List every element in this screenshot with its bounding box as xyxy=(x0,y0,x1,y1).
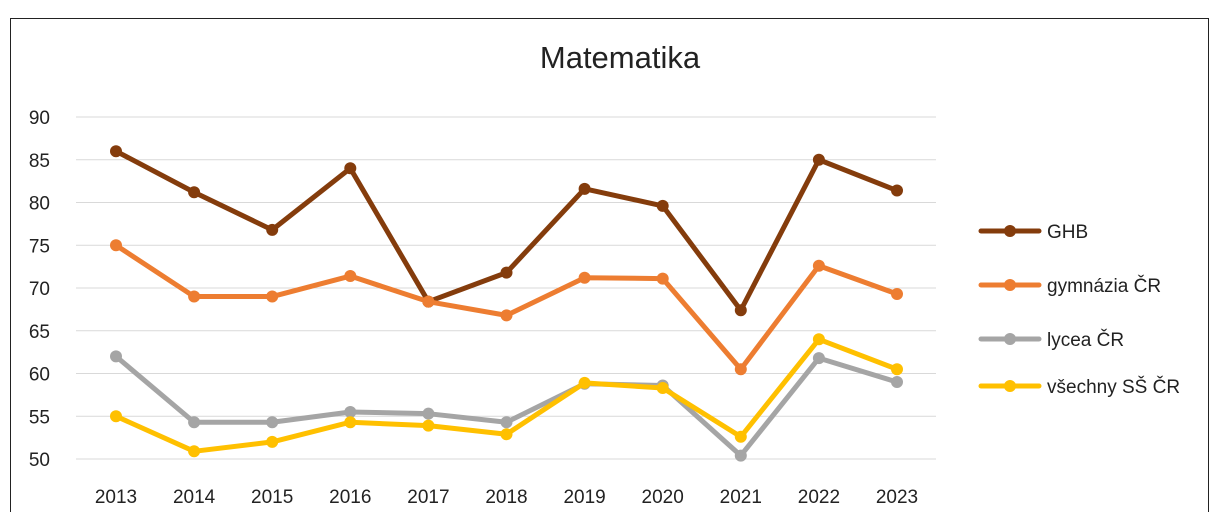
data-point xyxy=(188,290,201,303)
legend-item-0: GHB xyxy=(978,222,1088,243)
data-point xyxy=(422,407,435,420)
legend-swatch-marker xyxy=(1004,380,1016,392)
legend-item-3: všechny SŠ ČR xyxy=(978,376,1180,398)
data-point xyxy=(344,405,357,418)
legend-label: GHB xyxy=(1047,222,1088,243)
x-tick-label: 2015 xyxy=(251,487,293,508)
data-point xyxy=(812,333,825,346)
y-tick-label: 50 xyxy=(29,450,50,471)
data-point xyxy=(266,290,279,303)
data-point xyxy=(578,376,591,389)
x-tick-label: 2018 xyxy=(485,487,527,508)
data-point xyxy=(891,184,903,197)
data-point xyxy=(578,271,591,284)
x-tick-label: 2013 xyxy=(95,487,137,508)
x-tick-label: 2020 xyxy=(642,487,684,508)
data-point xyxy=(734,304,747,317)
data-point xyxy=(266,435,279,448)
data-point xyxy=(500,428,513,441)
data-point xyxy=(500,266,513,279)
y-tick-label: 75 xyxy=(29,236,50,257)
series-3 xyxy=(110,333,903,458)
y-tick-label: 80 xyxy=(29,194,50,215)
data-point xyxy=(344,270,357,283)
series-layer xyxy=(110,145,903,462)
y-tick-label: 55 xyxy=(29,407,50,428)
data-point xyxy=(188,416,201,429)
x-tick-label: 2017 xyxy=(407,487,449,508)
y-tick-label: 70 xyxy=(29,279,50,300)
legend-swatch-marker xyxy=(1004,333,1016,345)
x-tick-label: 2022 xyxy=(798,487,840,508)
series-line xyxy=(113,353,900,459)
data-point xyxy=(422,295,435,308)
data-point xyxy=(422,419,435,432)
data-point xyxy=(812,259,825,272)
series-line xyxy=(113,148,900,313)
x-tick-label: 2016 xyxy=(329,487,371,508)
data-point xyxy=(344,162,357,175)
data-point xyxy=(344,416,357,429)
chart-frame xyxy=(10,18,1209,512)
data-point xyxy=(656,382,669,395)
data-point xyxy=(110,350,122,363)
data-point xyxy=(812,153,825,166)
series-line xyxy=(113,242,900,372)
data-point xyxy=(891,363,903,376)
x-axis-ticks: 2013 2014 2015 2016 2017 2018 2019 2020 2021 2022… xyxy=(95,487,918,508)
data-point xyxy=(110,410,122,423)
data-point xyxy=(266,416,279,429)
legend-item-1: gymnázia ČR xyxy=(978,275,1161,297)
data-point xyxy=(891,287,903,300)
legend-item-2: lycea ČR xyxy=(978,329,1124,351)
x-tick-label: 2019 xyxy=(563,487,605,508)
legend-swatch-marker xyxy=(1004,279,1016,291)
data-point xyxy=(734,430,747,443)
data-point xyxy=(734,363,747,376)
legend: GHB gymnázia ČR lycea ČR všechny SŠ ČR xyxy=(978,222,1180,398)
data-point xyxy=(188,445,201,458)
chart-title: Matematika xyxy=(540,40,701,75)
x-tick-label: 2014 xyxy=(173,487,216,508)
x-tick-label: 2021 xyxy=(720,487,762,508)
data-point xyxy=(578,182,591,195)
data-point xyxy=(266,223,279,236)
data-point xyxy=(812,352,825,365)
data-point xyxy=(110,239,122,252)
data-point xyxy=(500,309,513,322)
data-point xyxy=(110,145,122,158)
y-tick-label: 90 xyxy=(29,108,50,129)
gridlines xyxy=(76,116,936,460)
y-tick-label: 85 xyxy=(29,151,50,172)
data-point xyxy=(656,272,669,285)
y-tick-label: 60 xyxy=(29,365,50,386)
legend-label: lycea ČR xyxy=(1047,329,1124,351)
legend-label: všechny SŠ ČR xyxy=(1047,376,1180,398)
series-0 xyxy=(110,145,903,317)
y-axis-ticks: 50 55 60 65 70 75 80 85 90 xyxy=(29,108,50,471)
legend-label: gymnázia ČR xyxy=(1047,275,1161,297)
data-point xyxy=(734,449,747,462)
series-1 xyxy=(110,239,903,376)
x-tick-label: 2023 xyxy=(876,487,918,508)
data-point xyxy=(891,376,903,389)
data-point xyxy=(188,186,201,199)
y-tick-label: 65 xyxy=(29,322,50,343)
data-point xyxy=(656,199,669,212)
data-point xyxy=(500,416,513,429)
legend-swatch-marker xyxy=(1004,225,1016,237)
